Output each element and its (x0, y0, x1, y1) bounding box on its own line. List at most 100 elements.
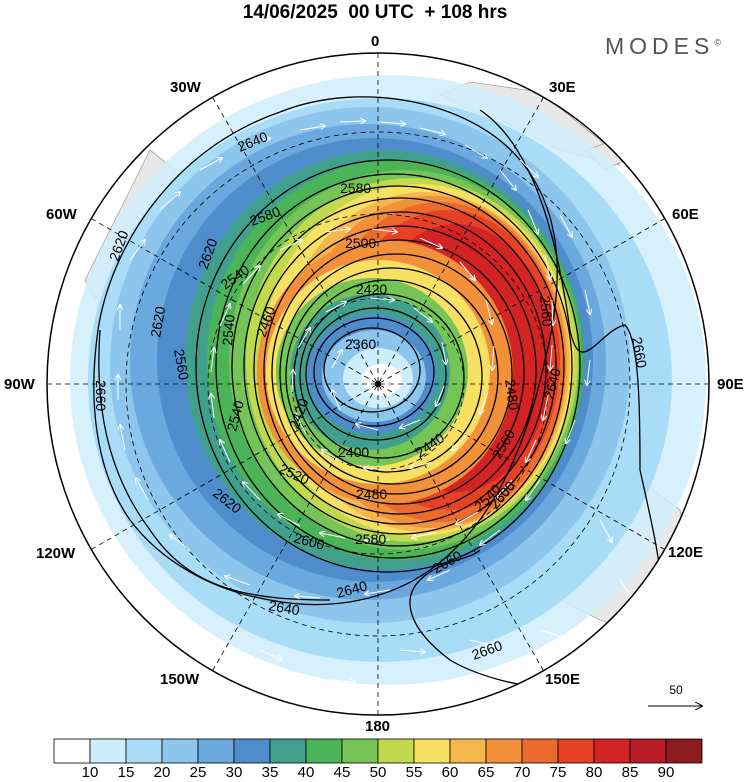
wind-vector (412, 531, 437, 538)
contour-label: 2640 (335, 577, 369, 601)
colorbar-tick-label: 25 (189, 764, 207, 781)
contour-2520 (263, 225, 537, 515)
colorbar-boxes (53, 738, 703, 764)
colorbar-swatch (341, 738, 379, 764)
wind-vector (499, 169, 516, 190)
wind-vector (485, 299, 492, 324)
colorbar-swatch (449, 738, 487, 764)
colorbar-tick-label: 85 (621, 764, 639, 781)
colorbar-tick-label: 65 (477, 764, 495, 781)
wind-vector (339, 121, 365, 122)
contour-2640-west (98, 329, 331, 601)
colorbar-tick-label: 70 (513, 764, 531, 781)
colorbar-swatch (89, 738, 127, 764)
contour-2440 (293, 279, 483, 473)
label-lon-60e: 60E (672, 206, 699, 223)
label-lon-90e: 90E (717, 376, 744, 393)
wind-vector (543, 394, 549, 420)
wind-vector (379, 122, 405, 124)
label-lon-30e: 30E (549, 79, 576, 96)
contour-label: 2360 (345, 336, 376, 352)
wind-vector (480, 529, 501, 545)
wind-vector (244, 138, 270, 146)
wind-vector (170, 535, 191, 551)
contour-2620 (195, 159, 581, 573)
contour-label: 2540 (219, 314, 238, 347)
colorbar-tick-label: 80 (585, 764, 603, 781)
wind-vector (552, 299, 553, 325)
label-lon-0: 0 (371, 33, 380, 50)
wind-vector (259, 649, 282, 660)
wind-vector (159, 192, 180, 211)
wind-vector (456, 511, 479, 524)
wind-vector (136, 478, 149, 501)
contour-label: 2400 (338, 444, 369, 460)
colorbar-tick-label: 10 (81, 764, 99, 781)
contour-2420 (299, 293, 465, 459)
colorbar-tick-label: 30 (225, 764, 243, 781)
colorbar-swatch (413, 738, 451, 764)
contour-2400 (305, 307, 447, 441)
contour-label: 2560 (537, 295, 556, 328)
contour-label: 2540 (223, 398, 247, 432)
meridian-30e-150w (212, 97, 544, 671)
wind-vector (243, 482, 261, 501)
contour-label: 2580 (355, 531, 386, 547)
colorbar-tick-label: 55 (405, 764, 423, 781)
colorbar-tick-label: 60 (441, 764, 459, 781)
label-lon-60w: 60W (46, 206, 77, 223)
contour-label: 2620 (147, 305, 168, 339)
wind-vector (459, 261, 475, 280)
label-lon-120e: 120E (668, 544, 704, 561)
colorbar-swatch (665, 738, 703, 764)
wind-vector (356, 424, 379, 431)
wind-vector (559, 214, 572, 237)
colorbar-swatch (233, 738, 271, 764)
contour-2640 (93, 96, 558, 606)
contour-2660 (409, 109, 664, 692)
wind-vector (410, 461, 433, 468)
colorbar-swatch (53, 738, 91, 764)
wind-vector (419, 127, 445, 134)
wind-vector (295, 596, 321, 598)
wind-vector (539, 629, 565, 638)
contour-2480 (279, 253, 513, 495)
wind-vector (452, 433, 469, 450)
colorbar-swatch (161, 738, 199, 764)
wind-vector (584, 289, 590, 314)
meridian-60e-120w (91, 218, 665, 550)
wind-vector (428, 569, 451, 580)
wind-vector (278, 514, 301, 527)
wind-vector (299, 126, 325, 131)
latitude-circle-outer (125, 131, 631, 637)
wind-vector (464, 144, 487, 158)
contour-label: 2640 (267, 597, 301, 618)
wind-vector (480, 391, 489, 414)
wind-vector (320, 533, 346, 539)
contour-label: 2480 (502, 378, 522, 411)
brand-logo: MODES© (605, 33, 721, 60)
colorbar-tick-label: 40 (297, 764, 315, 781)
wind-vector (371, 229, 397, 232)
wind-vector (211, 348, 214, 373)
colorbar-swatch (485, 738, 523, 764)
vector-reference: 50 (646, 683, 706, 713)
wind-vector (441, 341, 446, 364)
latitude-circle-mid (207, 213, 549, 555)
colorbar-swatch (305, 738, 343, 764)
wind-vector (526, 479, 541, 500)
wind-speed-shading (70, 75, 706, 685)
wind-vector (399, 650, 425, 652)
vector-reference-arrow (648, 699, 706, 713)
wind-vector (566, 419, 576, 443)
colorbar-tick-label: 35 (261, 764, 279, 781)
wind-vector (527, 209, 538, 234)
contour-label: 2660 (629, 336, 650, 370)
wind-vector (587, 359, 590, 385)
contour-2540 (253, 211, 547, 525)
wind-vector (413, 307, 432, 322)
contour-label: 2640 (540, 366, 564, 400)
wind-vector (419, 690, 445, 692)
wind-vector (331, 350, 342, 369)
label-lon-90w: 90W (4, 376, 35, 393)
